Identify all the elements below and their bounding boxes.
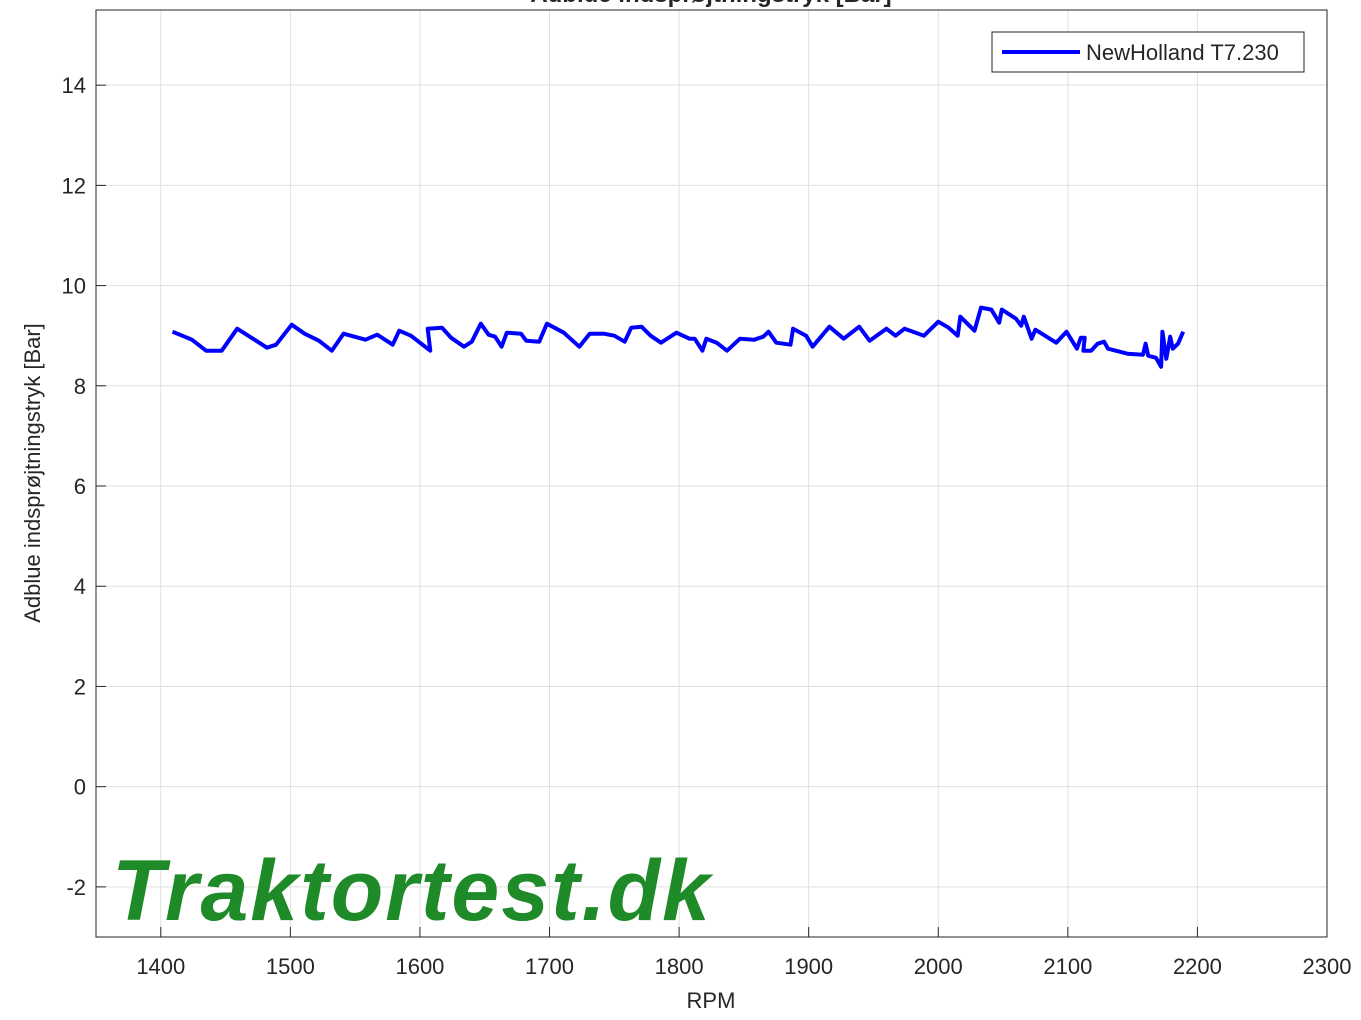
y-tick-label: 2 [74, 674, 86, 699]
x-tick-label: 1500 [266, 954, 315, 979]
legend-label: NewHolland T7.230 [1086, 40, 1279, 65]
y-tick-label: 12 [62, 173, 86, 198]
x-tick-label: 2100 [1043, 954, 1092, 979]
chart-title: Adblue indsprøjtningstryk [Bar] [530, 0, 891, 8]
y-tick-label: 4 [74, 574, 86, 599]
y-tick-label: 8 [74, 374, 86, 399]
x-tick-label: 1900 [784, 954, 833, 979]
y-tick-label: 6 [74, 474, 86, 499]
watermark: Traktortest.dk [112, 843, 714, 939]
x-tick-label: 2200 [1173, 954, 1222, 979]
y-tick-label: 10 [62, 274, 86, 299]
x-tick-label: 2000 [914, 954, 963, 979]
x-tick-label: 2300 [1303, 954, 1352, 979]
x-tick-label: 1400 [136, 954, 185, 979]
x-tick-label: 1600 [395, 954, 444, 979]
plot-border [95, 9, 1328, 938]
x-axis-label: RPM [687, 988, 736, 1013]
x-tick-label: 1700 [525, 954, 574, 979]
x-tick-label: 1800 [655, 954, 704, 979]
plot-area [96, 10, 1327, 937]
y-tick-label: -2 [66, 875, 86, 900]
legend: NewHolland T7.230 [991, 31, 1305, 73]
y-tick-label: 0 [74, 775, 86, 800]
data-line [171, 305, 1186, 369]
y-axis-label: Adblue indsprøjtningstryk [Bar] [20, 323, 45, 623]
y-tick-label: 14 [62, 73, 86, 98]
